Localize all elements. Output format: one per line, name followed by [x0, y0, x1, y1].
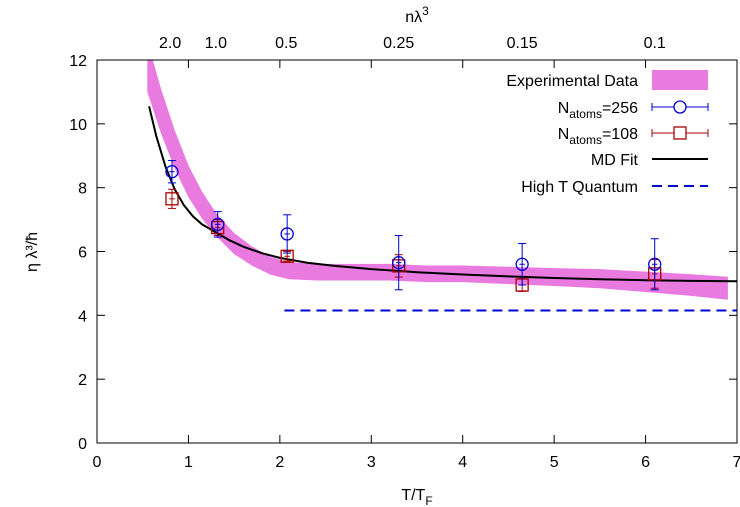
legend-n256-label: Natoms=256	[558, 100, 638, 121]
n256-point	[280, 214, 294, 254]
legend-n108: Natoms=108	[558, 126, 709, 147]
x-axis-label-main: T/T	[401, 487, 425, 504]
legend: Experimental DataNatoms=256Natoms=108MD …	[506, 70, 709, 196]
plot-frame	[96, 59, 738, 444]
x-tick-label: 4	[458, 454, 467, 471]
legend-n108-label-suffix: =108	[602, 126, 638, 143]
legend-n256-label-suffix: =256	[602, 100, 638, 117]
legend-n108-label: Natoms=108	[558, 126, 638, 147]
md-fit-line	[148, 106, 738, 283]
y-tick-label: 2	[78, 372, 87, 389]
n256-marker	[648, 257, 662, 271]
md-fit-layer	[148, 106, 738, 283]
n108-marker	[165, 192, 179, 206]
legend-n256-swatch-marker	[673, 100, 687, 114]
n256-marker	[280, 227, 294, 241]
y-axis-label: η λ³/ħ	[24, 232, 41, 272]
x-tick-label: 6	[641, 454, 650, 471]
y-tick-label: 4	[78, 308, 87, 325]
top-tick-label: 0.25	[383, 35, 414, 52]
legend-experimental-data: Experimental Data	[506, 70, 708, 90]
n256-marker	[211, 217, 225, 232]
n256-point	[392, 235, 406, 291]
points-layer	[165, 160, 662, 292]
n256-marker	[515, 257, 529, 271]
y-tick-label: 0	[78, 436, 87, 453]
legend-n256-label-main: N	[558, 100, 570, 117]
y-tick-label: 8	[78, 181, 87, 198]
n256-marker	[165, 165, 179, 179]
legend-n256-label-sub: atoms	[569, 107, 602, 121]
x-tick-label: 5	[550, 454, 559, 471]
legend-n256: Natoms=256	[558, 100, 709, 121]
top-axis-label-sup: 3	[422, 4, 429, 18]
legend-md-fit: MD Fit	[591, 152, 708, 169]
legend-high-t-quantum-label: High T Quantum	[521, 179, 638, 196]
legend-experimental-data-swatch	[652, 70, 708, 90]
legend-experimental-data-label: Experimental Data	[506, 73, 638, 90]
y-tick-label: 12	[69, 53, 87, 70]
x-axis-label: T/TF	[401, 487, 432, 507]
y-tick-label: 6	[78, 245, 87, 262]
x-tick-label: 1	[184, 454, 193, 471]
top-tick-label: 2.0	[159, 35, 181, 52]
y-tick-label: 10	[69, 117, 87, 134]
n256-point	[211, 211, 225, 238]
legend-n108-label-sub: atoms	[569, 133, 602, 147]
n108-point	[165, 188, 179, 209]
legend-n108-label-main: N	[558, 126, 570, 143]
top-axis-label-main: nλ	[405, 9, 422, 26]
n256-point	[515, 243, 529, 286]
n256-marker	[392, 256, 406, 270]
top-tick-label: 1.0	[205, 35, 227, 52]
top-tick-label: 0.15	[507, 35, 538, 52]
x-tick-label: 7	[733, 454, 740, 471]
legend-md-fit-label: MD Fit	[591, 152, 639, 169]
n256-point	[165, 160, 179, 184]
legend-high-t-quantum: High T Quantum	[521, 179, 708, 196]
x-tick-label: 3	[367, 454, 376, 471]
n256-point	[648, 238, 662, 291]
legend-n108-swatch-marker	[673, 126, 687, 140]
top-tick-label: 0.5	[275, 35, 297, 52]
experimental-data-band-layer	[147, 60, 728, 300]
top-axis-label: nλ3	[405, 4, 429, 26]
x-tick-label: 0	[93, 454, 102, 471]
x-tick-label: 2	[275, 454, 284, 471]
experimental-data-band	[147, 60, 728, 300]
x-axis-label-sub: F	[425, 494, 432, 507]
top-tick-label: 0.1	[644, 35, 666, 52]
